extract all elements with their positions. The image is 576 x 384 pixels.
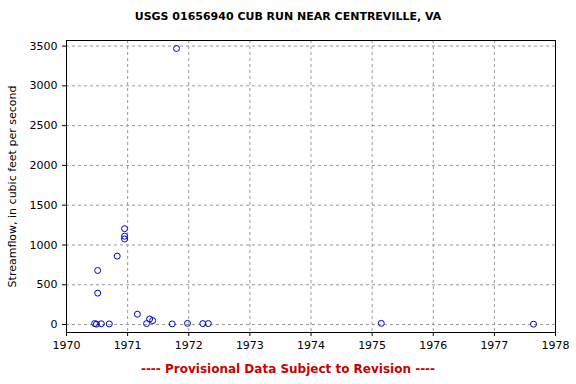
svg-text:3500: 3500 xyxy=(30,40,58,53)
html-text:---- Provisional Data Subject: ---- Provisional Data Subject to Revisio… xyxy=(140,362,436,376)
svg-text:500: 500 xyxy=(37,278,58,291)
svg-text:1973: 1973 xyxy=(236,339,264,352)
svg-text:0: 0 xyxy=(51,318,58,331)
svg-text:1974: 1974 xyxy=(297,339,325,352)
html-text:USGS 01656940 CUB RUN NEAR CEN: USGS 01656940 CUB RUN NEAR CENTREVILLE, … xyxy=(134,10,442,23)
svg-text:2000: 2000 xyxy=(30,159,58,172)
svg-text:1978: 1978 xyxy=(542,339,570,352)
svg-text:1970: 1970 xyxy=(53,339,81,352)
svg-text:1976: 1976 xyxy=(419,339,447,352)
svg-text:1500: 1500 xyxy=(30,199,58,212)
svg-text:1977: 1977 xyxy=(480,339,508,352)
svg-text:1000: 1000 xyxy=(30,238,58,251)
svg-text:3000: 3000 xyxy=(30,79,58,92)
svg-text:1972: 1972 xyxy=(175,339,203,352)
svg-text:2500: 2500 xyxy=(30,119,58,132)
svg-text:1971: 1971 xyxy=(114,339,142,352)
svg-text:Streamflow, in cubic feet per: Streamflow, in cubic feet per second xyxy=(6,86,19,288)
svg-text:1975: 1975 xyxy=(358,339,386,352)
